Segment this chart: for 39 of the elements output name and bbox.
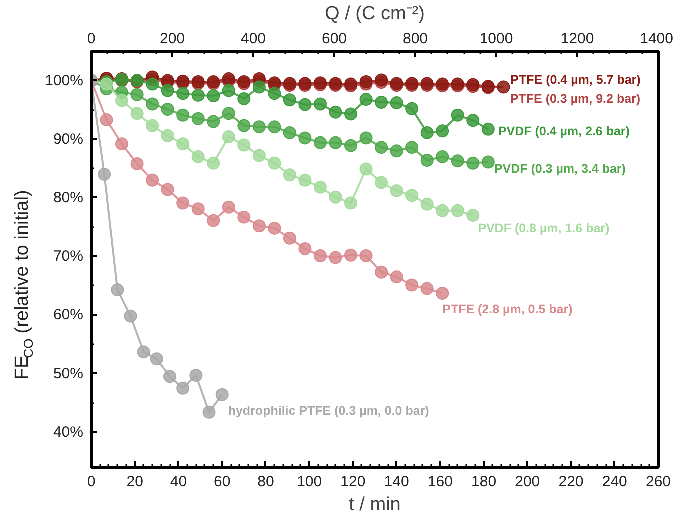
x2-tick-label: 400 [240, 30, 266, 48]
y-tick-label: 80% [53, 189, 84, 206]
y-tick-label: 60% [53, 306, 84, 324]
series-label: hydrophilic PTFE (0.3 µm, 0.0 bar) [228, 404, 430, 418]
x-tick-label: 40 [170, 474, 188, 490]
x2-tick-label: 1400 [640, 30, 673, 48]
y-tick-label: 40% [53, 424, 84, 441]
x2-tick-label: 0 [87, 30, 96, 48]
x-tick-label: 60 [214, 474, 231, 490]
x-tick-label: 0 [87, 474, 96, 490]
x-tick-label: 220 [558, 474, 584, 490]
series-label: PTFE (0.3 µm, 9.2 bar) [510, 92, 641, 106]
x-tick-label: 120 [340, 474, 366, 490]
series-label: PVDF (0.3 µm, 3.4 bar) [494, 162, 626, 176]
y-axis-title: FECO (relative to initial) [12, 190, 36, 380]
x-tick-label: 80 [258, 474, 274, 490]
x2-tick-label: 1200 [560, 30, 594, 48]
y-tick-label: 100% [45, 72, 84, 90]
y-tick-label: 70% [53, 248, 84, 266]
x-axis-title: t / min [349, 494, 401, 516]
x2-tick-label: 1000 [480, 30, 514, 48]
x-tick-label: 260 [646, 474, 672, 490]
series-label: PTFE (0.4 µm, 5.7 bar) [510, 73, 641, 88]
x2-tick-label: 200 [160, 30, 186, 48]
x-tick-label: 20 [126, 474, 144, 490]
x-tick-label: 100 [297, 474, 322, 490]
x-tick-label: 240 [602, 474, 628, 490]
x-tick-label: 140 [384, 474, 410, 490]
x2-tick-label: 600 [322, 30, 348, 48]
x-tick-label: 180 [472, 474, 497, 490]
y-tick-label: 90% [53, 130, 84, 148]
series-label: PTFE (2.8 µm, 0.5 bar) [442, 302, 573, 316]
series-label: PVDF (0.4 µm, 2.6 bar) [498, 124, 630, 138]
y-tick-label: 50% [53, 365, 84, 382]
x-tick-label: 200 [515, 474, 540, 490]
x2-tick-label: 800 [402, 30, 428, 48]
series-label: PVDF (0.8 µm, 1.6 bar) [478, 222, 610, 236]
x-tick-label: 160 [428, 474, 453, 490]
x2-axis-title: Q / (C cm⁻²) [325, 4, 425, 24]
